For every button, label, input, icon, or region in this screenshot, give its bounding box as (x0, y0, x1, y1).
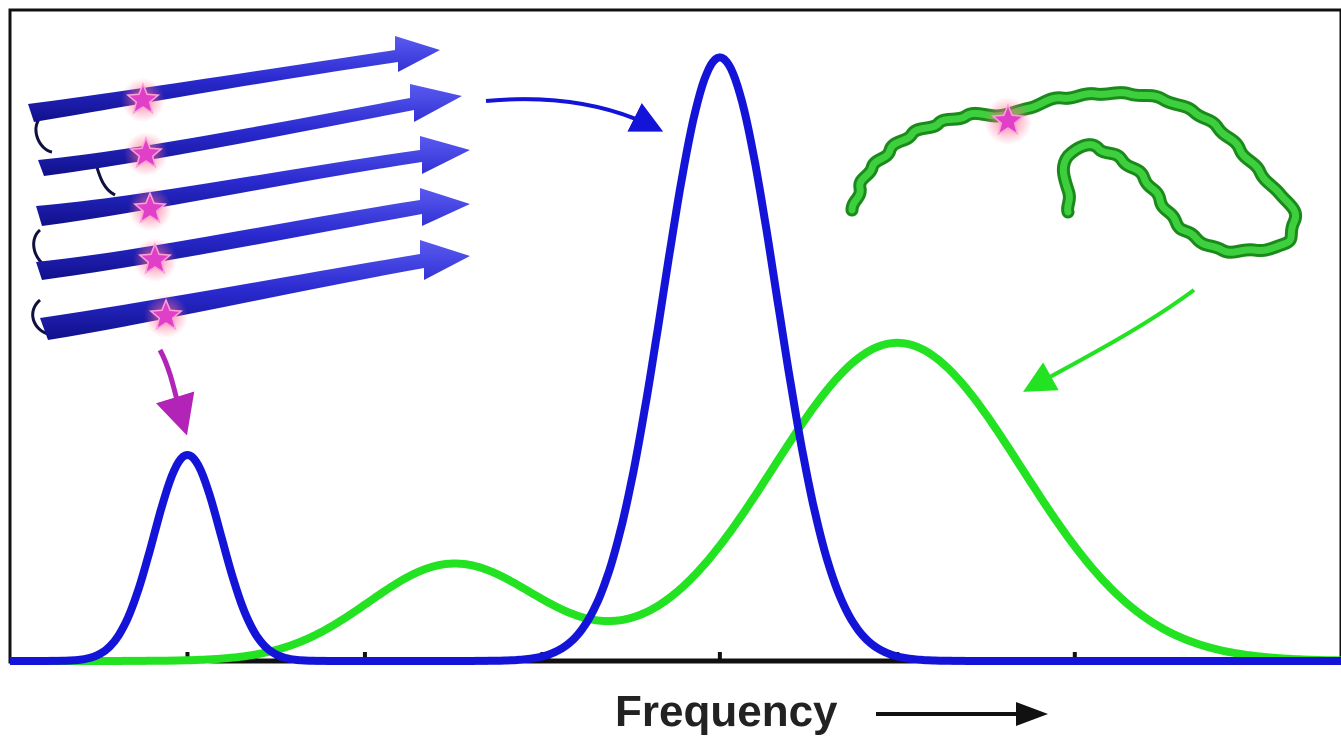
random-coil-icon (845, 86, 1302, 259)
right-arrow-icon (876, 702, 1048, 726)
random-coil-label-marker (990, 102, 1026, 136)
x-axis-label-row: Frequency (0, 686, 1341, 738)
beta-sheet-ribbon-icon (28, 36, 470, 340)
star-icon (125, 81, 161, 115)
random-coil-spectrum-line (8, 338, 1341, 665)
beta-sheet-spectrum-line (8, 53, 1341, 665)
x-axis-label: Frequency (615, 687, 838, 736)
plot-frame (8, 8, 1341, 664)
star-icon (137, 241, 173, 275)
coil-to-broad-peak-arrow (1023, 288, 1196, 392)
marker-to-small-peak-arrow (156, 348, 195, 436)
spectrum-figure (8, 8, 1341, 665)
star-icon (990, 102, 1026, 136)
star-icon (132, 190, 168, 224)
beta-sheet-to-main-peak-arrow (485, 97, 664, 132)
star-icon (128, 135, 164, 169)
star-icon (148, 297, 184, 331)
beta-sheet-label-markers (121, 78, 188, 338)
